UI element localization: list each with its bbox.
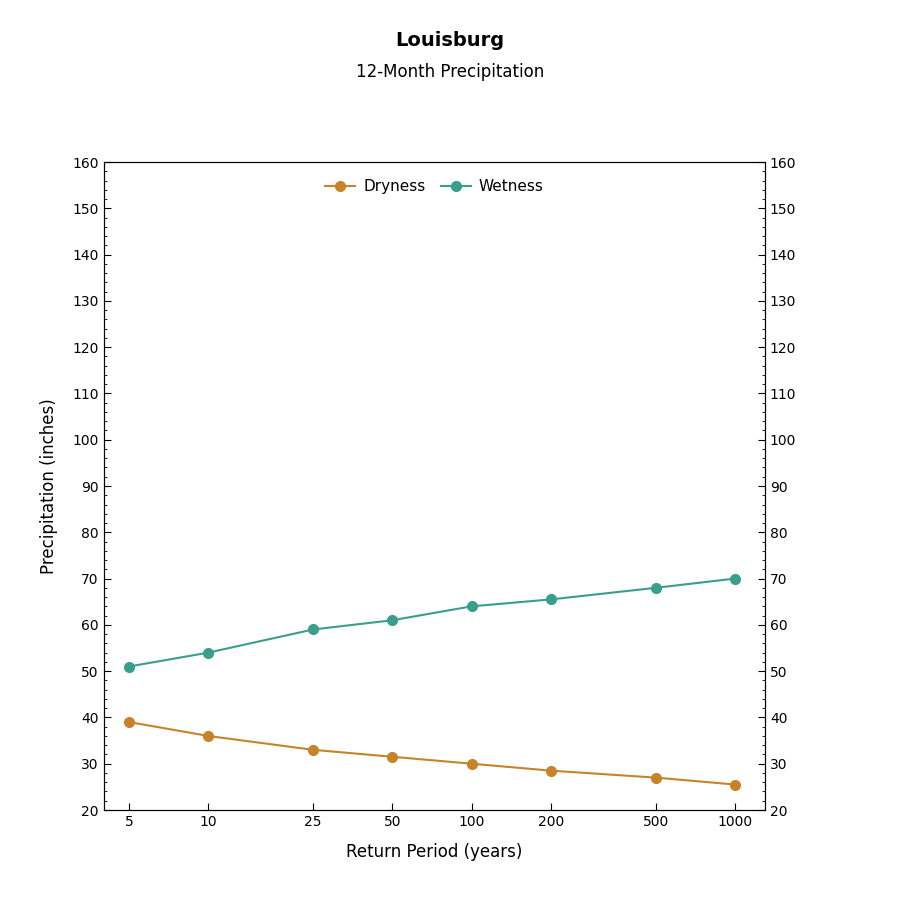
- Text: 12-Month Precipitation: 12-Month Precipitation: [356, 63, 544, 81]
- Dryness: [466, 759, 477, 769]
- Wetness: [202, 647, 213, 658]
- Wetness: [730, 573, 741, 584]
- Dryness: [545, 765, 556, 776]
- Wetness: [123, 662, 134, 672]
- Dryness: [123, 716, 134, 727]
- Dryness: [308, 744, 319, 755]
- Dryness: [202, 731, 213, 742]
- Wetness: [387, 615, 398, 626]
- Line: Dryness: Dryness: [124, 717, 740, 789]
- Wetness: [651, 582, 661, 593]
- Text: Louisburg: Louisburg: [395, 31, 505, 50]
- Y-axis label: Precipitation (inches): Precipitation (inches): [40, 398, 58, 574]
- Wetness: [545, 594, 556, 605]
- Line: Wetness: Wetness: [124, 573, 740, 671]
- Dryness: [730, 779, 741, 790]
- Legend: Dryness, Wetness: Dryness, Wetness: [319, 173, 550, 200]
- Wetness: [466, 601, 477, 612]
- Dryness: [651, 772, 661, 783]
- Wetness: [308, 624, 319, 634]
- Dryness: [387, 752, 398, 762]
- X-axis label: Return Period (years): Return Period (years): [346, 842, 522, 860]
